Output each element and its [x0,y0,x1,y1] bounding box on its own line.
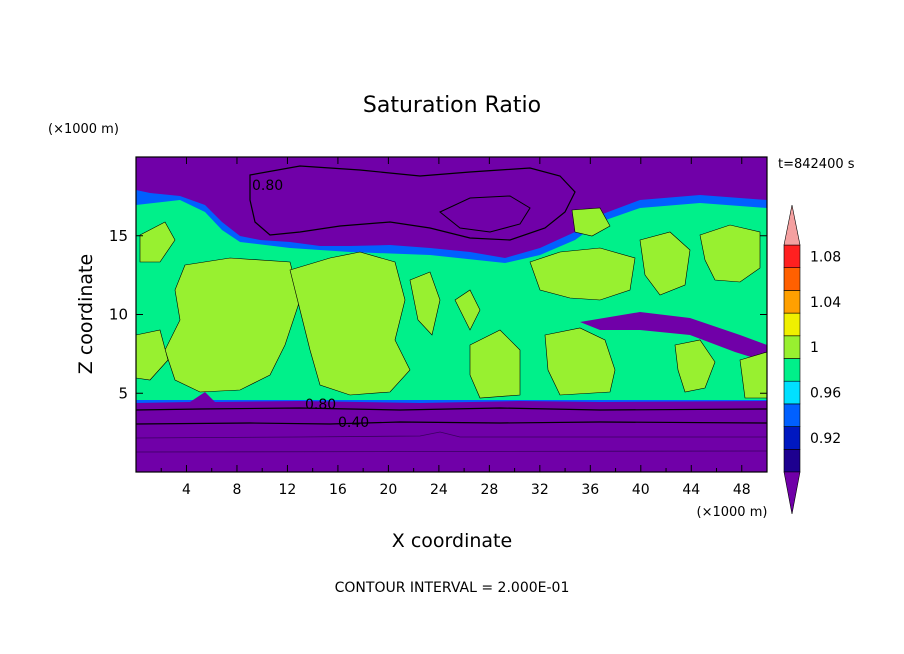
contour-line-lower-1 [136,431,767,439]
supersaturated-patch [139,221,176,263]
colorbar-swatch [783,290,801,314]
y-tick-label: 10 [109,306,128,324]
contour-line-0.80-lower [136,407,767,411]
x-tick-label: 32 [531,482,549,498]
colorbar-under-triangle [783,471,801,515]
colorbar-swatch [783,426,801,450]
colorbar-label: 1 [810,340,819,356]
supersaturated-patch [739,351,767,399]
y-unit-label: (×1000 m) [48,122,119,137]
colorbar-swatch [783,244,801,269]
supersaturated-patch [136,329,169,381]
contour-label-0.80-upper: 0.80 [252,178,283,194]
supersaturated-patch [289,251,411,396]
supersaturated-patch [639,231,691,296]
supersaturated-patch [409,271,441,336]
colorbar: 0.92 0.96 1 1.04 1.08 [783,204,841,515]
colorbar-label: 1.08 [810,249,841,265]
contour-line-0.40 [136,421,767,425]
colorbar-swatch [783,267,801,291]
time-label: t=842400 s [778,157,855,172]
y-tick-label: 15 [109,227,128,245]
colorbar-swatch [783,358,801,382]
contour-label-0.80-lower: 0.80 [305,397,336,413]
contour-interval-note: CONTOUR INTERVAL = 2.000E-01 [335,580,570,596]
x-tick-label: 48 [733,482,751,498]
x-tick-label: 20 [379,482,397,498]
supersaturated-patch [571,207,611,237]
x-axis-label: X coordinate [392,530,512,552]
supersaturated-patches [136,207,767,399]
supersaturated-patch [454,289,481,331]
supersaturated-patch [674,339,716,393]
moist-region [136,200,767,400]
contour-line-lower-2 [136,450,767,453]
colorbar-over-triangle [783,204,801,246]
colorbar-label: 0.96 [810,386,841,402]
x-tick-label: 36 [581,482,599,498]
y-axis-label: Z coordinate [75,254,97,374]
x-tick-label: 4 [182,482,191,498]
colorbar-label: 0.92 [810,431,841,447]
x-unit-label: (×1000 m) [697,505,768,520]
contour-field: 0.80 0.80 0.40 [136,157,767,472]
contour-label-0.40: 0.40 [338,415,369,431]
colorbar-swatch [783,380,801,405]
colorbar-swatch [783,403,801,427]
colorbar-swatch [783,312,801,337]
dry-slanted-layer [580,312,767,362]
x-tick-label: 28 [480,482,498,498]
x-tick-label: 40 [632,482,650,498]
colorbar-swatch [783,335,801,359]
supersaturated-patch [544,327,616,396]
y-tick-label: 5 [118,384,128,402]
supersaturated-patch [529,247,636,301]
colorbar-label: 1.04 [810,295,841,311]
x-tick-label: 16 [329,482,347,498]
x-tick-label: 12 [279,482,297,498]
contour-line-0.80-upper [249,165,576,241]
x-tick-label: 24 [430,482,448,498]
supersaturated-patch [469,329,521,399]
y-axis: 5 10 15 [109,227,767,402]
x-tick-label: 8 [232,482,241,498]
supersaturated-patch [699,224,761,283]
chart-title: Saturation Ratio [363,93,541,118]
x-axis: 4 8 12 16 20 24 28 32 36 40 44 48 [160,157,751,498]
supersaturated-patch [164,257,301,393]
lower-dry-layer [136,392,767,472]
contour-line-inner [439,195,531,233]
colorbar-swatch [783,448,801,473]
x-tick-label: 44 [682,482,700,498]
